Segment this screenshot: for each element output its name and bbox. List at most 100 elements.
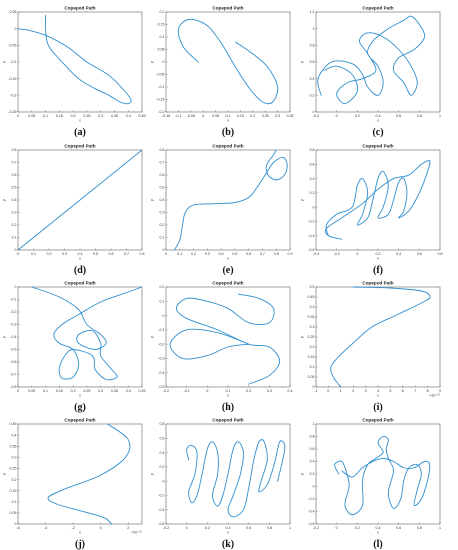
subfigure-label: (j) — [75, 539, 85, 550]
y-tick-label: 0.45 — [308, 295, 315, 299]
x-tick-label: 0 — [17, 389, 19, 393]
y-tick-label: 0.1 — [310, 365, 315, 369]
y-tick-label: -0.4 — [308, 510, 314, 514]
copepod-path-line — [175, 293, 281, 385]
x-tick-label: -4 — [44, 526, 47, 530]
x-tick-label: 3 — [365, 389, 367, 393]
panel-k: Copepod Path -0.2 0 0.2 0.4 0.6 0.8 1 0.8 0.6 0.4 0… — [150, 418, 291, 550]
subfigure-label: (i) — [373, 402, 382, 413]
y-tick-label: -0.5 — [158, 385, 164, 389]
x-tick-label: 0.25 — [262, 114, 269, 118]
plot-area — [315, 286, 441, 388]
y-tick-label: 0.45 — [10, 422, 17, 426]
y-tick-label: 0.05 — [158, 48, 165, 52]
x-axis-label: x — [79, 119, 81, 123]
y-tick-label: 0 — [163, 60, 165, 64]
y-tick-label: 0.5 — [12, 186, 17, 190]
y-tick-label: 0.1 — [160, 236, 165, 240]
x-tick-label: -0.4 — [313, 252, 319, 256]
y-axis-label: y — [150, 336, 154, 338]
y-tick-label: 0 — [163, 314, 165, 318]
y-tick-label: 0 — [313, 205, 315, 209]
panel-h: Copepod Path -0.2 -0.1 0 0.1 0.2 0.3 0.4 0.2 0.1 0… — [150, 281, 293, 414]
x-tick-label: 0.6 — [246, 252, 251, 256]
copepod-path-line — [317, 15, 426, 105]
y-tick-label: 0.8 — [160, 148, 165, 152]
x-tick-label: 0.8 — [417, 526, 422, 530]
x-tick-label: 0.15 — [237, 114, 244, 118]
y-tick-label: -0.6 — [10, 360, 16, 364]
x-axis-label: x — [227, 257, 229, 261]
x-tick-label: 0.4 — [219, 252, 224, 256]
x-tick-label: 0.7 — [124, 252, 129, 256]
y-tick-label: 0.2 — [310, 345, 315, 349]
chart-title: Copepod Path — [212, 144, 243, 149]
panel-d: Copepod Path 0 0.1 0.2 0.3 0.4 0.5 0.6 0.7 0.8 0.8… — [2, 144, 145, 277]
x-tick-label: -0.2 — [334, 252, 340, 256]
y-tick-label: 0.3 — [160, 211, 165, 215]
x-tick-label: 0 — [17, 114, 19, 118]
x-tick-label: -0.2 — [313, 526, 319, 530]
x-tick-label: -0.2 — [163, 526, 169, 530]
x-tick-label: 0 — [165, 252, 167, 256]
x-tick-label: 0.3 — [98, 114, 103, 118]
copepod-path-line — [173, 149, 288, 251]
y-tick-label: 1 — [313, 27, 315, 31]
x-tick-label: 0 — [336, 526, 338, 530]
y-axis-label: y — [2, 336, 6, 338]
y-tick-label: 0.4 — [12, 198, 17, 202]
y-tick-label: -0.05 — [156, 73, 164, 77]
subfigure-label: (k) — [222, 539, 234, 550]
y-tick-label: -0.05 — [8, 44, 16, 48]
y-tick-label: -0.2 — [158, 494, 164, 498]
y-tick-label: 0.05 — [10, 511, 17, 515]
y-tick-label: 0.15 — [158, 23, 165, 27]
x-tick-label: 0.35 — [111, 114, 118, 118]
x-tick-label: 0.3 — [62, 252, 67, 256]
chart-title: Copepod Path — [212, 6, 243, 11]
subfigure-label: (e) — [222, 265, 233, 276]
y-tick-label: 0.35 — [308, 315, 315, 319]
subfigure-label: (a) — [74, 127, 86, 138]
x-tick-label: -0.05 — [187, 114, 195, 118]
x-tick-label: 0 — [336, 114, 338, 118]
y-tick-label: 0.2 — [160, 285, 165, 289]
x-tick-label: 0.5 — [232, 252, 237, 256]
x-tick-label: 0 — [202, 114, 204, 118]
y-tick-label: 0.6 — [310, 60, 315, 64]
y-tick-label: 0.2 — [12, 223, 17, 227]
y-tick-label: 0.4 — [160, 198, 165, 202]
x-tick-label: 0.15 — [56, 389, 63, 393]
panel-e: Copepod Path 0 0.1 0.2 0.3 0.4 0.5 0.6 0.7 0.8 0.9… — [150, 144, 293, 277]
x-axis-label: x — [79, 257, 81, 261]
y-tick-label: 0.05 — [10, 10, 17, 14]
y-tick-label: -0.1 — [10, 298, 16, 302]
y-tick-label: 0.2 — [160, 223, 165, 227]
x-axis-label: x — [377, 257, 379, 261]
x-tick-label: 0.25 — [83, 114, 90, 118]
y-tick-label: 0.2 — [12, 478, 17, 482]
plot-area — [17, 286, 143, 388]
x-tick-label: -6 — [16, 526, 19, 530]
x-axis-exponent: ×10⁻¹⁵ — [429, 394, 440, 398]
y-axis-label: y — [300, 473, 304, 475]
x-tick-label: 0.3 — [275, 114, 280, 118]
copepod-path-line — [17, 149, 143, 251]
x-tick-label: 1 — [439, 526, 441, 530]
x-tick-label: 0.2 — [376, 252, 381, 256]
x-tick-label: 0.4 — [126, 114, 131, 118]
subfigure-label: (h) — [222, 402, 234, 413]
x-tick-label: 0.2 — [250, 114, 255, 118]
y-tick-label: 0.15 — [308, 355, 315, 359]
copepod-path-line — [324, 159, 431, 240]
x-tick-label: 0.2 — [205, 526, 210, 530]
y-tick-label: 0.2 — [160, 10, 165, 14]
y-tick-label: -0.6 — [308, 248, 314, 252]
x-axis-label: x — [79, 394, 81, 398]
x-axis-label: x — [227, 394, 229, 398]
y-tick-label: -0.1 — [10, 60, 16, 64]
y-tick-label: -0.5 — [10, 348, 16, 352]
x-axis-label: x — [227, 531, 229, 535]
copepod-path-line — [186, 439, 286, 518]
x-tick-label: -2 — [72, 526, 75, 530]
